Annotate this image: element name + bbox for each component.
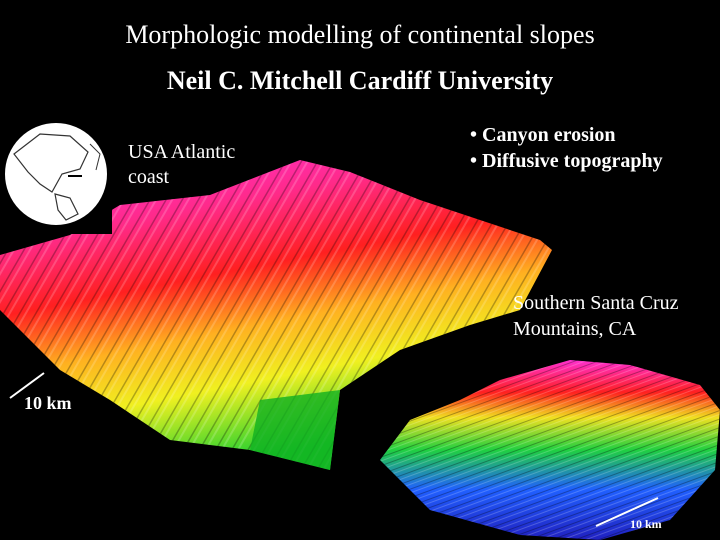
atlantic-label-line2: coast bbox=[128, 166, 170, 188]
globe-map-icon bbox=[0, 114, 112, 234]
right-scale-label: 10 km bbox=[630, 517, 662, 531]
santa-cruz-location-label: Southern Santa Cruz Mountains, CA bbox=[513, 290, 679, 342]
left-scale-bar bbox=[9, 372, 45, 399]
bullet-canyon-erosion: • Canyon erosion bbox=[470, 124, 616, 146]
slide-title: Morphologic modelling of continental slo… bbox=[125, 20, 595, 49]
left-scale-label: 10 km bbox=[24, 393, 72, 413]
author-line: Neil C. Mitchell Cardiff University bbox=[166, 66, 554, 95]
right-scale-bar bbox=[595, 497, 659, 527]
santa-cruz-label-line1: Southern Santa Cruz bbox=[513, 292, 679, 314]
atlantic-location-label: USA Atlantic coast bbox=[128, 140, 235, 190]
santa-cruz-terrain-image bbox=[380, 360, 720, 540]
santa-cruz-label-line2: Mountains, CA bbox=[513, 318, 637, 340]
bullet-list: • Canyon erosion • Diffusive topography bbox=[470, 122, 663, 174]
atlantic-slope-terrain-image bbox=[0, 160, 552, 470]
atlantic-label-line1: USA Atlantic bbox=[128, 141, 236, 163]
bullet-diffusive-topography: • Diffusive topography bbox=[470, 150, 663, 172]
